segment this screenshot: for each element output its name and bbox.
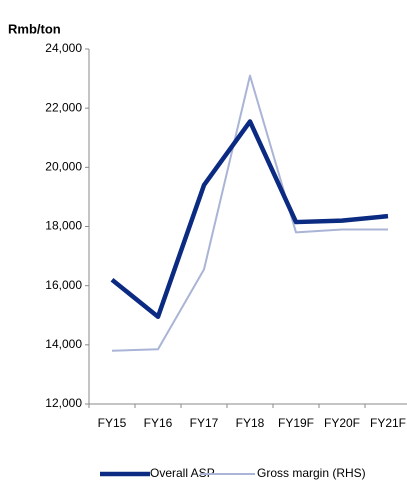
y-tick-label: 22,000 [45, 100, 82, 114]
y-tick-label: 16,000 [45, 278, 82, 292]
y-tick-label: 18,000 [45, 219, 82, 233]
y-tick-label: 12,000 [45, 396, 82, 410]
y-tick-label: 14,000 [45, 337, 82, 351]
series-line [111, 74, 388, 352]
legend-label: Gross margin (RHS) [257, 466, 366, 480]
x-tick-label: FY17 [190, 416, 219, 430]
series-line [110, 119, 389, 319]
x-tick-label: FY16 [144, 416, 173, 430]
x-tick-label: FY15 [98, 416, 127, 430]
x-tick-label: FY20F [324, 416, 360, 430]
y-tick-label: 24,000 [45, 41, 82, 55]
x-tick-label: FY19F [278, 416, 314, 430]
legend-label: Overall ASP [150, 466, 215, 480]
x-tick-label: FY21F [370, 416, 406, 430]
y-tick-label: 20,000 [45, 160, 82, 174]
x-tick-label: FY18 [236, 416, 265, 430]
y-axis-label: Rmb/ton [8, 21, 61, 36]
